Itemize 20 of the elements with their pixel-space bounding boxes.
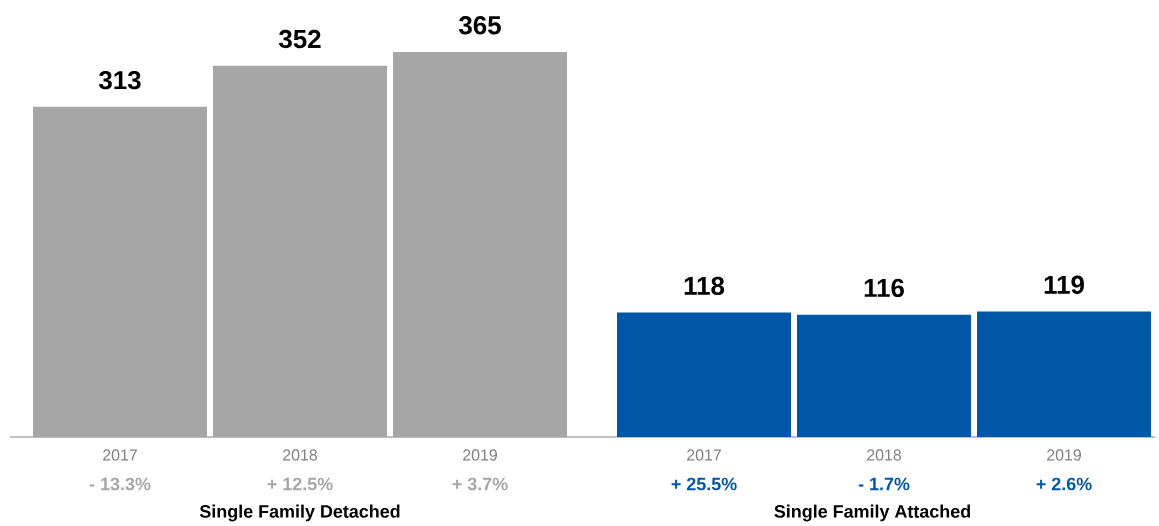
x-tick-label: 2019 [463,449,497,461]
data-label: 365 [458,16,501,35]
text: + 25.5% [671,477,737,491]
x-tick-label: 2018 [867,449,902,461]
text: - 1.7% [858,477,910,491]
data-label: 313 [98,70,141,90]
data-label: 352 [278,29,321,49]
x-tick-label: 2017 [687,449,721,461]
text: + 12.5% [267,477,333,491]
x-axis-title: Single Family Attached [774,504,970,522]
x-tick-label: 2019 [1047,449,1081,461]
x-axis-title: Single Family Detached [199,504,400,522]
text: + 2.6% [1036,477,1092,491]
data-label: 118 [684,276,725,296]
text: - 13.3% [89,477,151,491]
data-label: 119 [1044,275,1084,294]
data-label: 116 [864,278,904,298]
x-tick-label: 2017 [103,449,137,461]
x-tick-label: 2018 [283,449,318,461]
text: + 3.7% [452,477,508,491]
